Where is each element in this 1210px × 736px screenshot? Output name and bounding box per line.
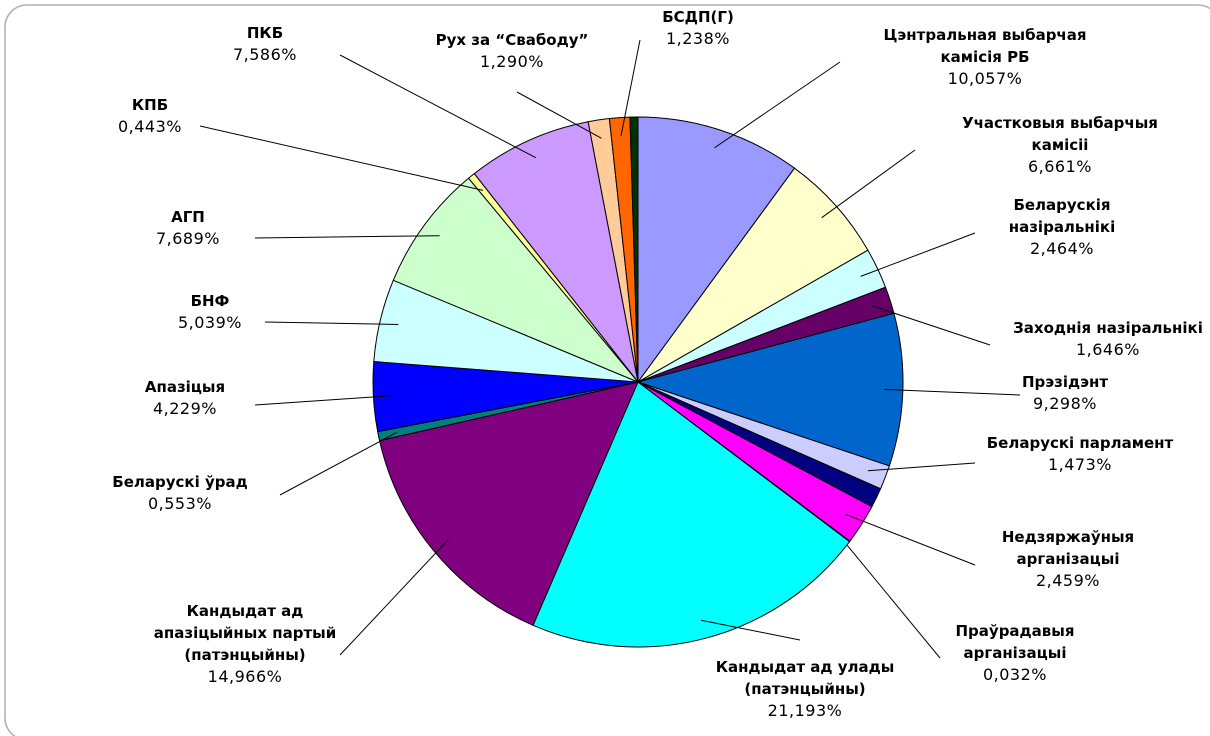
label-line: арганізацыі (1017, 550, 1120, 568)
pie-slice (637, 116, 796, 384)
label-line: апазіцыйных партый (154, 624, 336, 642)
value-label: 6,661% (1028, 157, 1092, 176)
value-label: 7,586% (233, 45, 297, 64)
label-line: (патэнцыйны) (184, 646, 305, 664)
label-line: Заходнія назіральнікі (1013, 319, 1203, 337)
slice-label: Кандыдат ад улады (патэнцыйны) (716, 658, 895, 698)
label-line: камісіі (1032, 136, 1089, 154)
slice-label: БСДП(Г) (662, 8, 734, 26)
leader-line (620, 39, 641, 137)
leader-line (845, 513, 976, 566)
leader-line (339, 54, 537, 159)
label-line: Праўрадавыя (956, 622, 1075, 640)
label-line: Апазіцыя (145, 378, 225, 396)
value-label: 10,057% (948, 69, 1023, 88)
leader-line (867, 462, 976, 472)
label-line: БСДП(Г) (662, 8, 734, 26)
label-line: АГП (171, 208, 205, 226)
value-label: 0,032% (983, 665, 1047, 684)
leader-line (279, 431, 397, 496)
pie-slice (629, 116, 639, 383)
label-line: арганізацыі (964, 644, 1067, 662)
value-label: 1,646% (1076, 340, 1140, 359)
leader-line (199, 125, 484, 191)
leader-line (860, 232, 976, 277)
slice-label: Кандыдат ад апазіцыйных партый (патэнцыйны… (154, 602, 336, 664)
slice-label: Апазіцыя (145, 378, 225, 396)
slice-label: Беларускі парламент (987, 434, 1174, 452)
slice-label: Беларускія назіральнікі (1009, 196, 1116, 236)
leader-line (264, 321, 399, 325)
leader-line (516, 91, 602, 139)
pie-slice (637, 167, 869, 383)
value-label: 9,298% (1033, 394, 1097, 413)
label-line: Прэзідэнт (1022, 373, 1108, 391)
label-line: камісія РБ (940, 48, 1029, 66)
slice-label: БНФ (191, 292, 230, 310)
value-label: 4,229% (153, 399, 217, 418)
slice-label: Недзяржаўныя арганізацыі (1002, 528, 1134, 568)
slice-label: ПКБ (247, 24, 283, 42)
leader-line (872, 305, 991, 346)
label-line: Беларускі ўрад (112, 473, 247, 491)
label-line: Рух за “Свабоду” (436, 31, 589, 49)
value-label: 1,290% (480, 52, 544, 71)
label-line: Кандыдат ад улады (716, 658, 895, 676)
frame (4, 4, 1210, 736)
value-label: 1,238% (666, 29, 730, 48)
leader-line (254, 395, 392, 406)
value-label: 21,193% (768, 701, 843, 720)
label-line: назіральнікі (1009, 218, 1116, 236)
value-label: 14,966% (208, 667, 283, 686)
label-line: БНФ (191, 292, 230, 310)
slice-label: Участковыя выбарчыя камісіі (962, 114, 1158, 154)
label-line: Участковыя выбарчыя (962, 114, 1158, 132)
leader-line (821, 149, 916, 219)
value-label: 2,464% (1030, 239, 1094, 258)
pie-slice (392, 177, 639, 383)
slice-label: Цэнтральная выбарчая камісія РБ (884, 26, 1087, 66)
pie-slice (378, 381, 639, 626)
leader-line (339, 539, 449, 656)
leader-line (254, 235, 440, 239)
label-line: КПБ (132, 96, 168, 114)
label-line: Недзяржаўныя (1002, 528, 1134, 546)
leader-line (884, 388, 1021, 396)
pie-slice (532, 381, 851, 648)
label-line: ПКБ (247, 24, 283, 42)
value-label: 0,553% (148, 494, 212, 513)
label-line: Цэнтральная выбарчая (884, 26, 1087, 44)
slice-label: Беларускі ўрад (112, 473, 247, 491)
value-label: 2,459% (1036, 571, 1100, 590)
value-label: 7,689% (156, 229, 220, 248)
label-line: Беларускія (1013, 196, 1110, 214)
slice-label: Праўрадавыя арганізацыі (956, 622, 1075, 662)
value-label: 5,039% (178, 313, 242, 332)
leader-line (834, 529, 941, 659)
label-line: (патэнцыйны) (744, 680, 865, 698)
label-line: Кандыдат ад (187, 602, 304, 620)
slice-label: Прэзідэнт (1022, 373, 1108, 391)
slice-label: КПБ (132, 96, 168, 114)
slice-label: Рух за “Свабоду” (436, 31, 589, 49)
value-label: 0,443% (118, 117, 182, 136)
slice-label: АГП (171, 208, 205, 226)
leader-line (700, 619, 801, 641)
label-line: Беларускі парламент (987, 434, 1174, 452)
leader-line (714, 61, 841, 149)
pie-slice (473, 121, 639, 383)
value-label: 1,473% (1048, 455, 1112, 474)
slice-label: Заходнія назіральнікі (1013, 319, 1203, 337)
